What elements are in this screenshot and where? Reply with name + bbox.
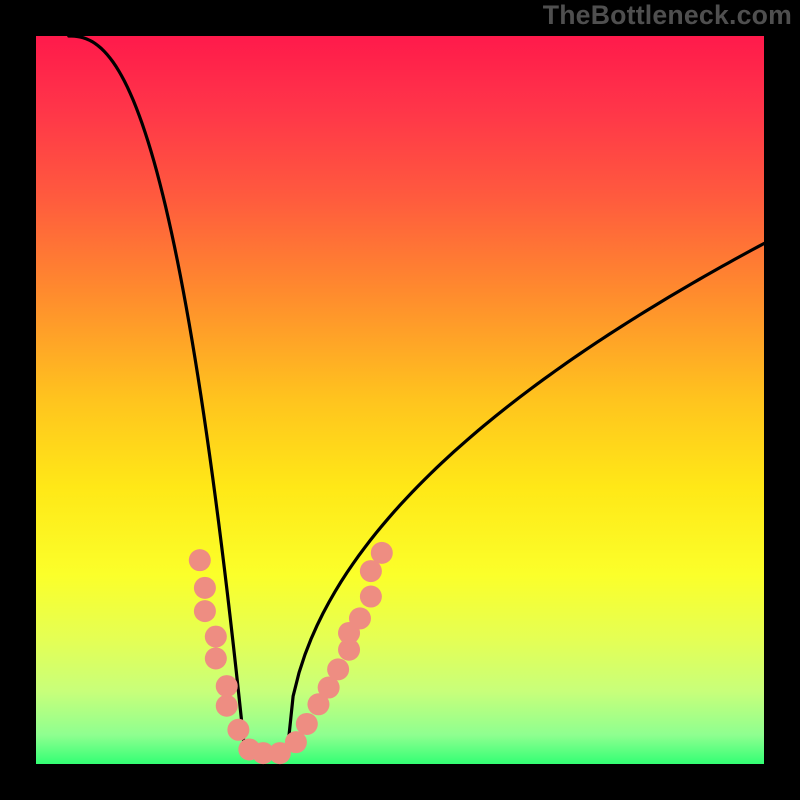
data-dot <box>205 647 227 669</box>
data-dot <box>360 586 382 608</box>
data-dot <box>189 549 211 571</box>
data-dot <box>227 719 249 741</box>
chart-svg <box>0 0 800 800</box>
data-dot <box>216 695 238 717</box>
data-dot <box>327 658 349 680</box>
watermark-text: TheBottleneck.com <box>543 0 792 31</box>
data-dot <box>194 600 216 622</box>
data-dot <box>371 542 393 564</box>
plot-background <box>36 36 764 764</box>
data-dot <box>194 577 216 599</box>
chart-frame: TheBottleneck.com <box>0 0 800 800</box>
data-dot <box>349 607 371 629</box>
data-dot <box>205 626 227 648</box>
data-dot <box>296 713 318 735</box>
data-dot <box>216 675 238 697</box>
